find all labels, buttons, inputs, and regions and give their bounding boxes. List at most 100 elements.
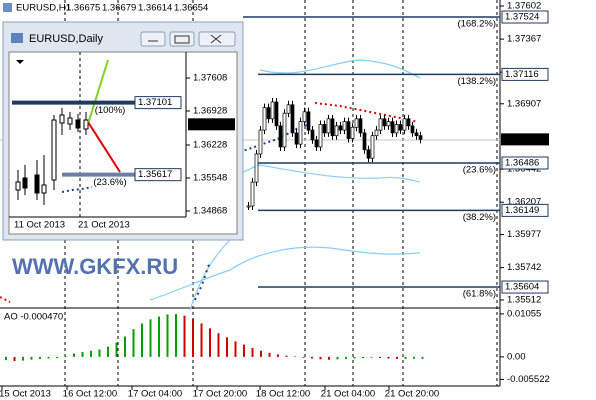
inset-window: EURUSD,Daily 1.37608 1.36928 1.36228 1.3554…: [2, 21, 244, 241]
ao-bar: [345, 356, 347, 359]
ao-bar: [396, 356, 398, 359]
ao-bar: [226, 337, 228, 357]
ao-bar: [353, 356, 356, 359]
candle: [282, 112, 287, 148]
ao-bar: [192, 318, 194, 357]
candle: [266, 107, 271, 120]
candle: [270, 101, 275, 120]
fib-price: 1.35604: [505, 282, 539, 293]
candle: [258, 129, 263, 155]
inset-y-tick-label: 1.37608: [193, 73, 227, 84]
ao-bar: [200, 323, 203, 357]
ao-bar: [234, 341, 237, 357]
inset-arrow: [16, 60, 24, 64]
ao-bar: [319, 356, 322, 360]
maximize-button[interactable]: [169, 31, 195, 47]
inset-trend-up: [87, 59, 109, 125]
candle: [334, 125, 339, 137]
inset-fib-percent: (100%): [95, 105, 126, 116]
inset-fib-percent: (23.6%): [93, 177, 126, 188]
moving-average-edge: [0, 296, 11, 303]
inset-y-tick-label: 1.36228: [193, 140, 227, 151]
fib-price-box: [501, 10, 549, 24]
candle: [322, 124, 327, 134]
ao-bar: [413, 356, 415, 359]
ao-bar: [311, 356, 313, 359]
candle: [390, 121, 395, 134]
window-title: EURUSD,Daily: [29, 33, 103, 45]
inset-price-box: [188, 118, 235, 131]
candle: [374, 129, 379, 137]
ao-bar: [379, 356, 381, 359]
minimize-button[interactable]: [140, 31, 166, 47]
inset-fib-box: [134, 96, 182, 110]
high: 1.36679: [102, 3, 136, 14]
watermark: WWW.GKFX.RU: [12, 254, 178, 279]
ao-bar: [158, 316, 160, 357]
candle: [382, 118, 387, 127]
candle: [398, 124, 403, 131]
inset-price: 1.36654: [191, 119, 225, 130]
chart-header: EURUSD,H1 1.36675 1.36679 1.36614 1.3665…: [3, 3, 208, 14]
fib-percent: (38.2%): [463, 212, 496, 223]
candle: [346, 121, 351, 139]
candle: [246, 205, 251, 208]
fib-price-box: [501, 156, 549, 170]
ao-bar: [285, 355, 288, 357]
fib-price-box: [501, 203, 549, 217]
ao-bar: [98, 349, 101, 357]
ao-bar: [362, 356, 364, 359]
ao-bar: [370, 356, 373, 358]
window-icon: [11, 33, 23, 43]
candle: [414, 132, 419, 137]
fib-percent: (61.8%): [463, 289, 496, 300]
ao-bar: [90, 350, 92, 357]
candle: [354, 118, 359, 128]
ao-bar: [387, 356, 390, 359]
y-tick-label: -0.005522: [507, 374, 550, 385]
moving-average-high: [314, 102, 419, 123]
inset-fib-box: [134, 168, 182, 182]
symbol: EURUSD,H1: [16, 3, 71, 14]
y-tick-label: 1.36207: [507, 197, 541, 208]
ao-bar: [404, 356, 407, 359]
ao-bar: [243, 344, 245, 357]
inset-y-tick-label: 1.34868: [193, 206, 227, 217]
candle: [262, 107, 267, 131]
header-icon: [3, 3, 12, 12]
low: 1.36614: [138, 3, 172, 14]
ao-bar: [132, 329, 135, 357]
ao-bar: [149, 319, 152, 357]
candle: [350, 126, 355, 139]
x-tick-label: 17 Oct 04:00: [128, 389, 182, 400]
y-tick-label: 1.35977: [507, 229, 541, 240]
ao-bar: [141, 323, 143, 357]
ao-bar: [302, 356, 305, 358]
close-button[interactable]: [198, 31, 236, 47]
x-tick-label: 15 Oct 2013: [0, 389, 51, 400]
fib-price-box: [501, 280, 549, 294]
fib-price: 1.36149: [505, 205, 539, 216]
main-chart: 1.376021.373671.371321.369071.364421.362…: [243, 1, 549, 305]
ao-bar: [22, 356, 24, 361]
y-tick-label: 0.01055: [507, 308, 541, 319]
current-price-box: [501, 133, 549, 146]
candle: [358, 118, 363, 134]
candle: [342, 121, 347, 131]
inset-trend-down: [87, 121, 121, 173]
fib-price: 1.36486: [505, 158, 539, 169]
candle: [254, 153, 259, 183]
open: 1.36675: [66, 3, 100, 14]
candle: [378, 118, 383, 131]
candle: [370, 135, 375, 159]
button-glyphs: [148, 34, 222, 44]
x-tick-label: 18 Oct 12:00: [256, 389, 310, 400]
window-buttons[interactable]: [140, 31, 236, 47]
candle: [318, 124, 323, 148]
fib-price-box: [501, 67, 549, 81]
inset-candles: [15, 108, 89, 205]
ao-bar: [166, 314, 169, 357]
fib-percent: (23.6%): [463, 165, 496, 176]
close: 1.36654: [174, 3, 208, 14]
